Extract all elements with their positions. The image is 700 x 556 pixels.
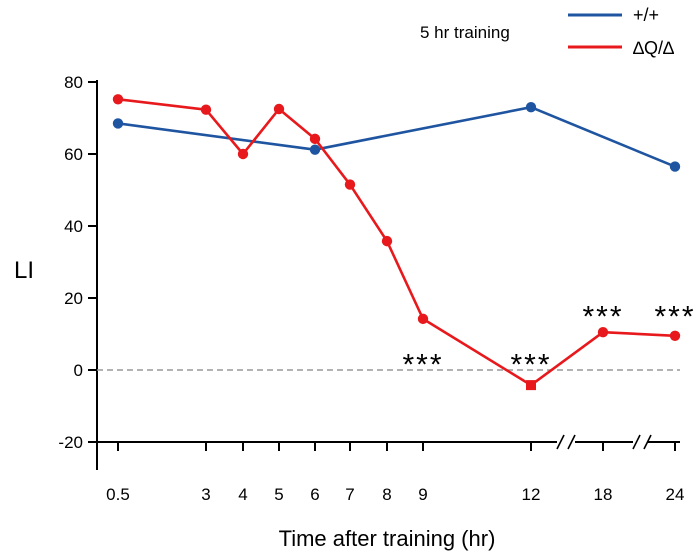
axis-break-mark: [556, 434, 565, 450]
x-tick-label: 4: [238, 485, 247, 504]
x-tick-label: 6: [310, 485, 319, 504]
y-tick-label: 20: [64, 289, 83, 308]
axis-break-mark: [567, 434, 576, 450]
data-point: [597, 327, 609, 338]
data-point: [669, 330, 681, 341]
legend-label-wildtype: +/+: [633, 5, 659, 25]
y-tick-label: 60: [64, 145, 83, 164]
y-tick-label: 80: [64, 73, 83, 92]
data-point: [417, 313, 429, 325]
significance-marker: ***: [654, 301, 695, 334]
x-tick-label: 5: [274, 485, 283, 504]
series-mutant: [112, 94, 681, 391]
x-tick-label: 24: [666, 485, 685, 504]
x-tick-label: 7: [345, 485, 354, 504]
legend: +/+ ∆Q/∆: [568, 5, 674, 58]
axes: 80 60 40 20 0 -20 0.5 3 4 5 6 7 8 9 12 18 24: [58, 73, 684, 504]
data-point: [381, 235, 393, 247]
data-point: [525, 102, 537, 113]
y-tick-label: 0: [74, 361, 83, 380]
axis-break-mark: [632, 434, 641, 450]
y-axis-label: LI: [14, 257, 34, 284]
series-wildtype: [112, 102, 681, 172]
significance-marker: ***: [510, 348, 551, 381]
data-point: [112, 118, 124, 129]
series-line: [117, 97, 676, 387]
data-point: [344, 179, 356, 190]
data-point: [237, 148, 249, 160]
x-tick-label: 18: [594, 485, 613, 504]
series-group: [112, 94, 681, 391]
chart-title: 5 hr training: [420, 23, 510, 42]
significance-marker: ***: [402, 348, 443, 381]
x-tick-label: 9: [418, 485, 427, 504]
x-tick-label: 0.5: [106, 485, 130, 504]
y-tick-label: 40: [64, 217, 83, 236]
y-tick-label: -20: [58, 433, 83, 452]
x-tick-label: 12: [522, 485, 541, 504]
data-point: [526, 380, 536, 391]
axis-break-mark: [643, 434, 652, 450]
data-point: [309, 133, 321, 145]
x-tick-label: 8: [382, 485, 391, 504]
data-point: [273, 103, 285, 115]
data-point: [112, 94, 124, 105]
significance-marker: ***: [582, 301, 623, 334]
x-axis-label: Time after training (hr): [279, 526, 496, 551]
data-point: [309, 144, 321, 155]
series-line: [117, 105, 676, 168]
x-tick-label: 3: [201, 485, 210, 504]
legend-label-mutant: ∆Q/∆: [633, 38, 674, 58]
data-point: [669, 161, 681, 172]
data-point: [200, 104, 212, 115]
annotations-group: *** *** *** ***: [402, 301, 695, 382]
